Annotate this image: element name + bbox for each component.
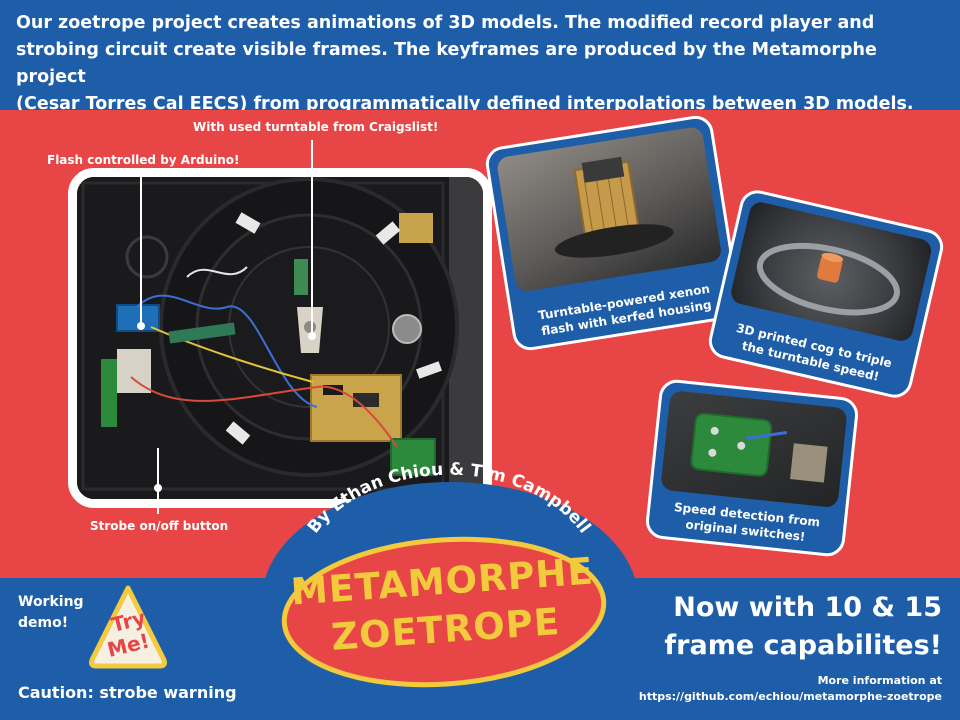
breadboard xyxy=(117,349,151,393)
working-demo-label: Working demo! xyxy=(18,592,84,634)
cog-card: 3D printed cog to triple the turntable s… xyxy=(705,186,947,402)
strobe-caution: Caution: strobe warning xyxy=(18,683,237,702)
motor xyxy=(392,314,422,344)
xenon-illustration xyxy=(554,156,674,258)
capabilities-line: Now with 10 & 15 xyxy=(673,592,942,623)
capabilities-text: Now with 10 & 15 frame capabilites! xyxy=(664,589,942,665)
speed-detection-photo xyxy=(660,390,848,509)
strobe-callout-line xyxy=(157,448,159,514)
xenon-flash-photo xyxy=(495,125,723,293)
flash-callout-dot xyxy=(137,322,145,330)
more-info: More information at https://github.com/e… xyxy=(639,673,942,705)
intro-band xyxy=(0,0,960,110)
turntable-callout: With used turntable from Craigslist! xyxy=(193,120,439,134)
working-line: demo! xyxy=(18,615,69,631)
intro-line: strobing circuit create visible frames. … xyxy=(16,40,877,87)
repo-link[interactable]: https://github.com/echiou/metamorphe-zoe… xyxy=(638,690,942,703)
flash-callout: Flash controlled by Arduino! xyxy=(47,153,240,167)
cog-illustration xyxy=(756,242,900,316)
speed-illustration xyxy=(690,412,828,483)
speed-sensor-board xyxy=(390,438,436,476)
turntable-illustration xyxy=(77,177,483,499)
speed-detection-card: Speed detection from original switches! xyxy=(644,377,860,559)
title-oval xyxy=(281,536,607,688)
flash-callout-line xyxy=(140,173,142,326)
cog-photo xyxy=(728,200,934,344)
intro-line: (Cesar Torres Cal EECS) from programmati… xyxy=(16,94,914,114)
try-me-badge[interactable]: Try Me! xyxy=(86,582,170,674)
working-line: Working xyxy=(18,594,84,610)
strobe-button-callout: Strobe on/off button xyxy=(90,519,229,533)
strobe-callout-dot xyxy=(154,484,162,492)
more-info-label: More information at xyxy=(817,674,942,687)
intro-line: Our zoetrope project creates animations … xyxy=(16,13,875,33)
turntable-callout-dot xyxy=(308,332,316,340)
turntable-callout-line xyxy=(311,140,313,336)
intro-text: Our zoetrope project creates animations … xyxy=(16,10,946,118)
turntable-photo xyxy=(68,168,492,508)
capabilities-line: frame capabilites! xyxy=(664,630,942,661)
strobe-board xyxy=(101,359,117,427)
transformer xyxy=(399,213,433,243)
xenon-flash-card: Turntable-powered xenon flash with kerfe… xyxy=(483,113,743,353)
